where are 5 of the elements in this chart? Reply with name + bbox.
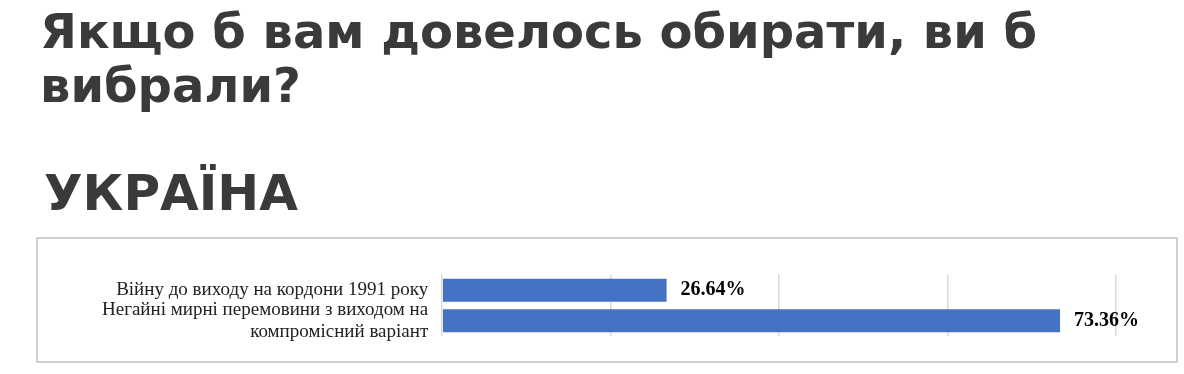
data-label: 73.36% — [1074, 307, 1140, 330]
chart-title: Якщо б вам довелось обирати, ви б вибрали? — [40, 3, 1039, 113]
y-tick-label: Війну до виходу на кордони 1991 року — [116, 278, 429, 300]
data-label: 26.64% — [680, 277, 746, 300]
chart-subtitle: УКРАЇНА — [44, 164, 298, 222]
